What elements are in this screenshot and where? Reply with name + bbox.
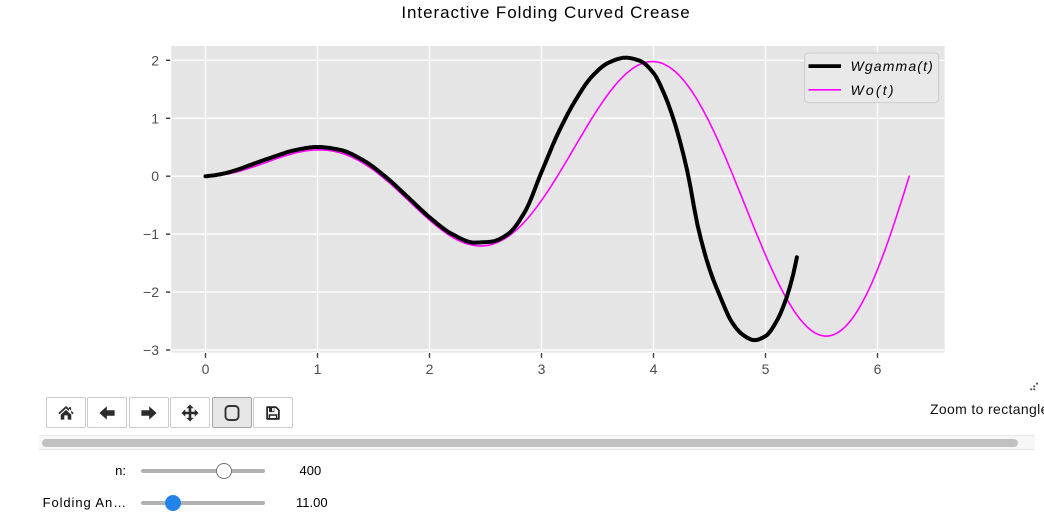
svg-text:1: 1	[151, 110, 159, 126]
svg-text:−3: −3	[143, 342, 159, 358]
svg-text:2: 2	[426, 361, 434, 377]
svg-text:−1: −1	[143, 226, 159, 242]
svg-text:Wgamma(t): Wgamma(t)	[851, 58, 934, 74]
svg-text:2: 2	[151, 52, 159, 68]
svg-text:1: 1	[314, 361, 322, 377]
svg-text:−2: −2	[143, 284, 159, 300]
svg-text:0: 0	[202, 361, 210, 377]
svg-text:Wo(t): Wo(t)	[851, 82, 896, 98]
svg-text:6: 6	[874, 361, 882, 377]
svg-text:3: 3	[538, 361, 546, 377]
svg-text:0: 0	[151, 168, 159, 184]
svg-text:4: 4	[650, 361, 658, 377]
svg-text:5: 5	[762, 361, 770, 377]
